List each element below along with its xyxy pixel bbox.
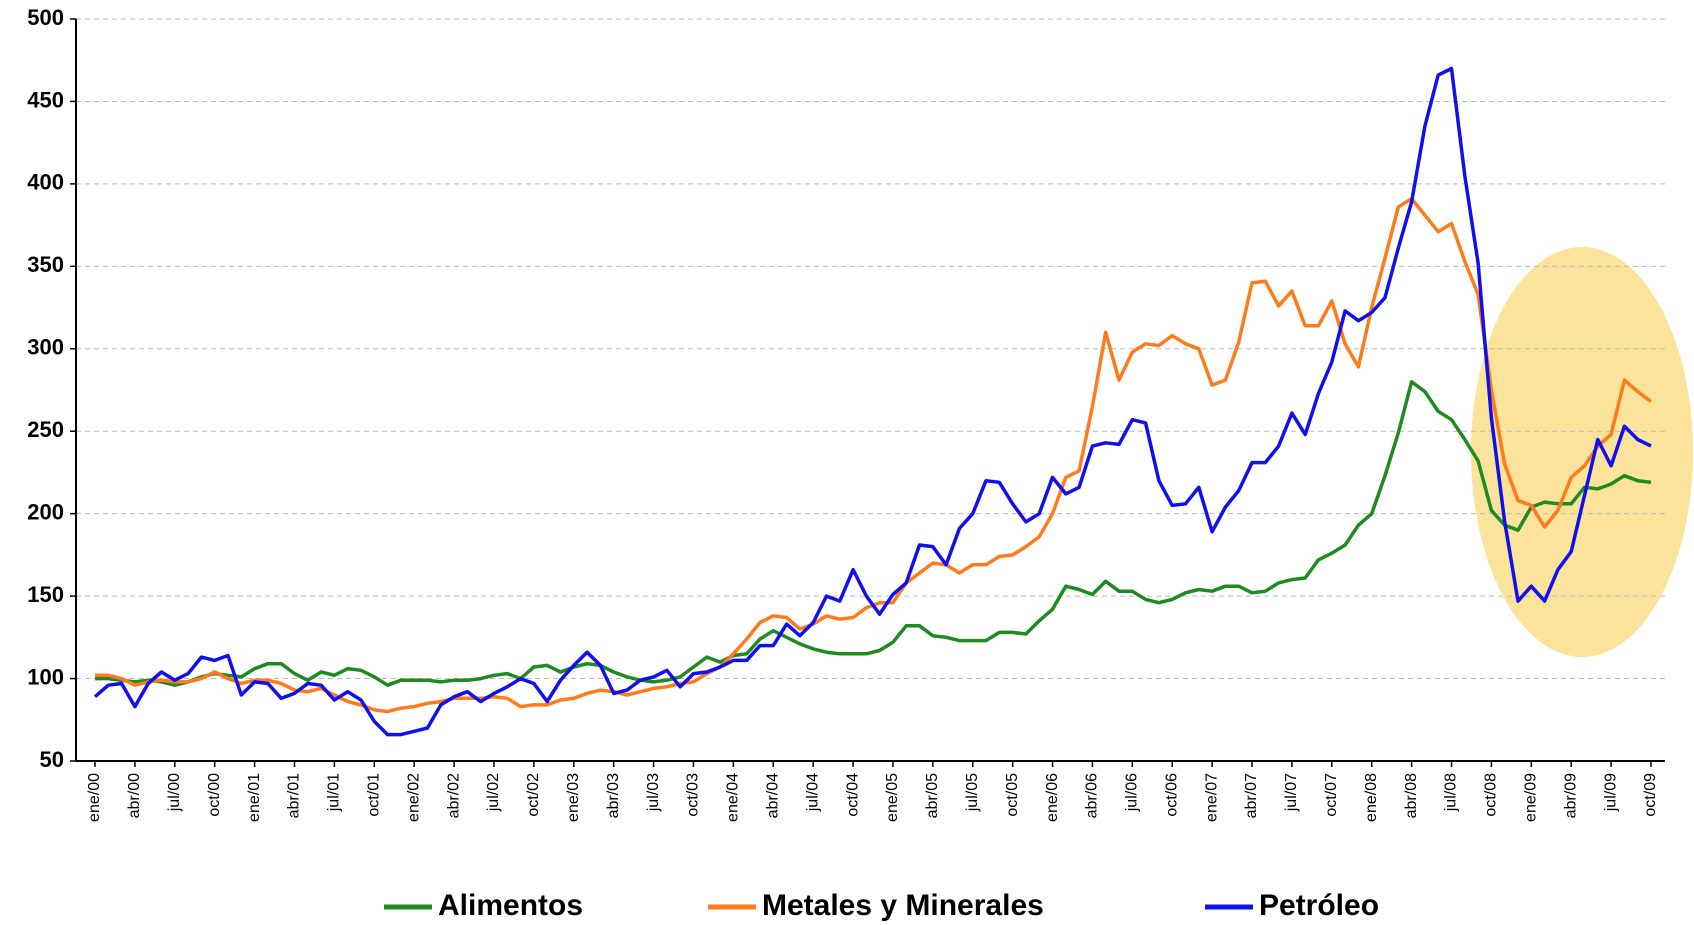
x-tick-label: oct/00 bbox=[206, 773, 223, 817]
x-tick-label: jul/08 bbox=[1443, 773, 1460, 812]
x-tick-label: abr/04 bbox=[764, 773, 781, 818]
y-tick-label: 250 bbox=[27, 417, 64, 442]
x-tick-label: jul/05 bbox=[964, 773, 981, 812]
x-tick-label: ene/00 bbox=[86, 773, 103, 822]
x-tick-label: ene/04 bbox=[725, 773, 742, 822]
x-tick-label: ene/03 bbox=[565, 773, 582, 822]
x-tick-label: jul/09 bbox=[1602, 773, 1619, 812]
legend-label: Metales y Minerales bbox=[762, 889, 1044, 922]
y-tick-label: 400 bbox=[27, 170, 64, 195]
highlight-ellipse bbox=[1471, 247, 1693, 657]
x-tick-label: oct/05 bbox=[1004, 773, 1021, 817]
x-tick-label: oct/09 bbox=[1642, 773, 1659, 817]
x-tick-label: oct/08 bbox=[1483, 773, 1500, 817]
x-tick-label: ene/02 bbox=[405, 773, 422, 822]
y-tick-label: 350 bbox=[27, 252, 64, 277]
x-tick-label: oct/07 bbox=[1323, 773, 1340, 817]
y-tick-label: 150 bbox=[27, 582, 64, 607]
y-tick-label: 450 bbox=[27, 87, 64, 112]
x-tick-label: abr/02 bbox=[445, 773, 462, 818]
x-tick-label: abr/05 bbox=[924, 773, 941, 818]
x-tick-label: jul/00 bbox=[166, 773, 183, 812]
x-tick-label: ene/09 bbox=[1523, 773, 1540, 822]
x-tick-label: jul/01 bbox=[326, 773, 343, 812]
x-tick-label: abr/09 bbox=[1562, 773, 1579, 818]
x-tick-label: jul/04 bbox=[804, 773, 821, 812]
y-tick-label: 200 bbox=[27, 499, 64, 524]
y-tick-label: 50 bbox=[40, 747, 64, 772]
series-line bbox=[95, 380, 1652, 687]
x-tick-label: oct/03 bbox=[685, 773, 702, 817]
x-tick-label: jul/07 bbox=[1283, 773, 1300, 812]
x-tick-label: oct/04 bbox=[844, 773, 861, 817]
x-tick-label: jul/02 bbox=[485, 773, 502, 812]
x-tick-label: abr/01 bbox=[286, 773, 303, 818]
x-tick-label: ene/07 bbox=[1203, 773, 1220, 822]
x-tick-label: ene/01 bbox=[246, 773, 263, 822]
x-tick-label: abr/03 bbox=[605, 773, 622, 818]
legend-label: Alimentos bbox=[438, 889, 583, 922]
x-tick-label: oct/06 bbox=[1163, 773, 1180, 817]
x-tick-label: ene/08 bbox=[1363, 773, 1380, 822]
y-tick-label: 500 bbox=[27, 5, 64, 30]
x-tick-label: ene/05 bbox=[884, 773, 901, 822]
x-tick-label: jul/06 bbox=[1124, 773, 1141, 812]
x-tick-label: ene/06 bbox=[1044, 773, 1061, 822]
x-tick-label: oct/02 bbox=[525, 773, 542, 817]
x-tick-label: abr/08 bbox=[1403, 773, 1420, 818]
series-line bbox=[93, 66, 1652, 737]
x-tick-label: abr/06 bbox=[1084, 773, 1101, 818]
series-line bbox=[95, 196, 1653, 714]
x-tick-label: abr/00 bbox=[126, 773, 143, 818]
x-tick-label: abr/07 bbox=[1243, 773, 1260, 818]
y-tick-label: 300 bbox=[27, 335, 64, 360]
legend-label: Petróleo bbox=[1259, 889, 1379, 922]
y-tick-label: 100 bbox=[27, 664, 64, 689]
x-tick-label: jul/03 bbox=[645, 773, 662, 812]
x-tick-label: oct/01 bbox=[366, 773, 383, 817]
